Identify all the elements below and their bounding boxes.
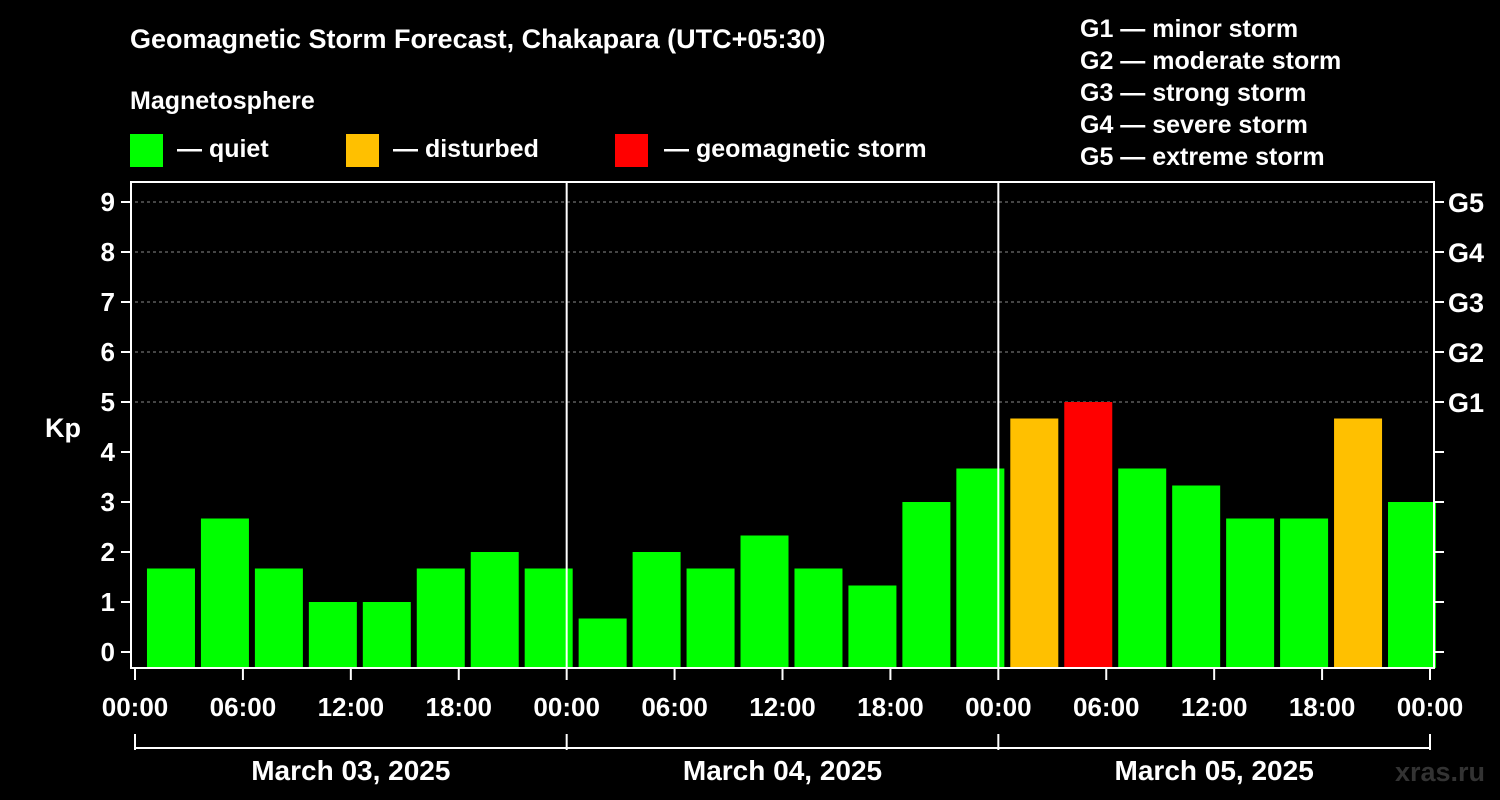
g-scale-label: G4: [1448, 238, 1484, 268]
g-scale-label: G5: [1448, 188, 1484, 218]
legend-label-disturbed: — disturbed: [393, 135, 539, 163]
day-label: March 03, 2025: [251, 755, 450, 786]
x-tick-label: 12:00: [749, 692, 816, 722]
x-tick-label: 00:00: [965, 692, 1032, 722]
x-tick-label: 18:00: [1289, 692, 1356, 722]
bar: [1118, 468, 1167, 668]
storm-scale-g1: G1 — minor storm: [1080, 15, 1298, 43]
x-tick-label: 12:00: [318, 692, 385, 722]
x-tick-label: 00:00: [102, 692, 169, 722]
y-tick-label: 7: [101, 287, 115, 317]
x-tick-label: 06:00: [210, 692, 277, 722]
bar: [362, 602, 411, 668]
bar: [956, 468, 1005, 668]
bar: [308, 602, 357, 668]
gridlines: [135, 201, 1430, 403]
g-scale-label: G2: [1448, 338, 1484, 368]
legend-label-quiet: — quiet: [177, 135, 269, 163]
bar: [848, 585, 897, 668]
storm-scale-g5: G5 — extreme storm: [1080, 143, 1325, 171]
storm-scale-g2: G2 — moderate storm: [1080, 47, 1341, 75]
legend-swatch-disturbed: [346, 134, 379, 167]
x-tick-label: 06:00: [1073, 692, 1140, 722]
day-label: March 04, 2025: [683, 755, 882, 786]
bar: [470, 552, 519, 668]
y-tick-label: 4: [101, 437, 116, 467]
y-tick-label: 3: [101, 487, 115, 517]
g-scale-label: G3: [1448, 288, 1484, 318]
chart-title: Geomagnetic Storm Forecast, Chakapara (U…: [130, 24, 825, 54]
x-tick-label: 00:00: [533, 692, 600, 722]
bar: [1064, 402, 1113, 668]
bar: [794, 568, 843, 668]
x-tick-label: 18:00: [857, 692, 924, 722]
bar: [200, 518, 249, 668]
y-tick-label: 8: [101, 237, 115, 267]
legend-swatch-quiet: [130, 134, 163, 167]
bar: [1280, 518, 1329, 668]
storm-scale-g3: G3 — strong storm: [1080, 79, 1306, 107]
axis-ticks: 0 1 2 3 4 5 6 7 8 9 G1 G2 G3 G4 G5 00:00 06:00 12:00 18:00…: [101, 187, 1485, 786]
legend-label-storm: — geomagnetic storm: [664, 135, 927, 163]
bars: [146, 402, 1437, 668]
legend-swatch-storm: [615, 134, 648, 167]
x-tick-label: 18:00: [426, 692, 493, 722]
bar: [1334, 418, 1383, 668]
bar: [902, 502, 951, 668]
bar: [1226, 518, 1275, 668]
bar: [416, 568, 465, 668]
y-tick-label: 5: [101, 387, 115, 417]
y-tick-label: 2: [101, 537, 115, 567]
bar: [686, 568, 735, 668]
y-tick-label: 0: [101, 637, 115, 667]
day-label: March 05, 2025: [1115, 755, 1314, 786]
y-axis-label: Kp: [45, 413, 81, 443]
bar: [1419, 518, 1430, 668]
x-tick-label: 12:00: [1181, 692, 1248, 722]
y-tick-label: 6: [101, 337, 115, 367]
bar: [632, 552, 681, 668]
watermark: xras.ru: [1395, 757, 1485, 787]
x-tick-label: 00:00: [1397, 692, 1464, 722]
g-scale-label: G1: [1448, 388, 1484, 418]
bar: [1010, 418, 1059, 668]
bar: [146, 568, 195, 668]
storm-scale-g4: G4 — severe storm: [1080, 111, 1308, 139]
bar: [1172, 485, 1221, 668]
bar: [524, 568, 573, 668]
y-tick-label: 9: [101, 187, 115, 217]
bar: [254, 568, 303, 668]
legend-heading: Magnetosphere: [130, 87, 315, 115]
x-tick-label: 06:00: [641, 692, 708, 722]
bar: [578, 618, 627, 668]
bar: [740, 535, 789, 668]
y-tick-label: 1: [101, 587, 115, 617]
